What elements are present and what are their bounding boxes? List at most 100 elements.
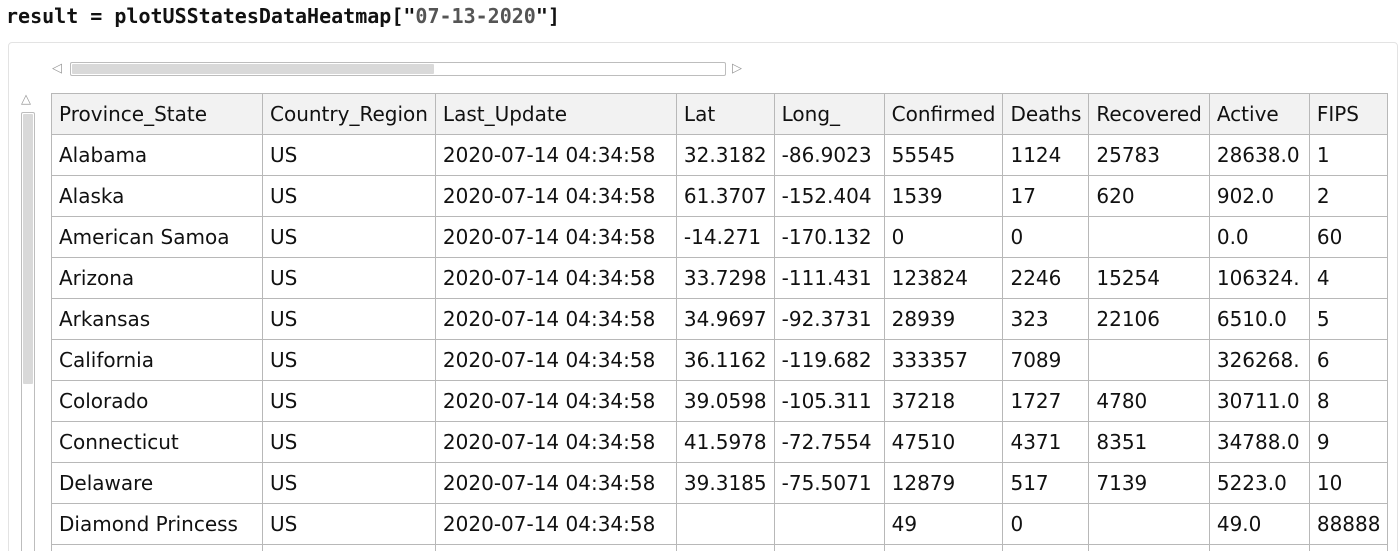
table-cell: 2020-07-14 04:34:58 [434, 175, 677, 217]
table-cell: 36.1162 [675, 339, 775, 381]
table-cell: 2020-07-14 04:34:58 [434, 421, 677, 463]
table-cell: 2020-07-14 04:34:58 [434, 216, 677, 258]
table-cell: American Samoa [51, 216, 263, 258]
table-cell: 39.3185 [675, 462, 775, 504]
table-row: Alaska US 2020-07-14 04:34:58 61.3707 -152.4… [51, 175, 1389, 217]
horizontal-scroll-thumb[interactable] [72, 64, 434, 74]
table-cell [1308, 544, 1389, 551]
table-cell: 49 [883, 503, 1004, 545]
table-cell [883, 544, 1004, 551]
table-cell: US [262, 380, 436, 422]
table-cell: 6 [1308, 339, 1389, 381]
table-cell: 5 [1308, 298, 1389, 340]
table-cell: US [262, 298, 436, 340]
table-row: Arkansas US 2020-07-14 04:34:58 34.9697 -92.… [51, 298, 1389, 340]
table-cell [1088, 544, 1210, 551]
table-cell: US [262, 339, 436, 381]
table-cell: US [262, 257, 436, 299]
table-cell [1208, 544, 1310, 551]
table-cell: 0 [883, 216, 1004, 258]
table-cell: Arizona [51, 257, 263, 299]
table-cell: 0.0 [1208, 216, 1310, 258]
table-cell: 5223.0 [1208, 462, 1310, 504]
table-cell [675, 503, 775, 545]
table-cell: 333357 [883, 339, 1004, 381]
vertical-scrollbar[interactable]: △ [20, 92, 38, 551]
table-row [51, 544, 1389, 551]
table-cell: 7139 [1088, 462, 1210, 504]
table-cell: Connecticut [51, 421, 263, 463]
table-cell: -152.404 [773, 175, 885, 217]
table-cell: US [262, 421, 436, 463]
table-row: California US 2020-07-14 04:34:58 36.1162 -1… [51, 339, 1389, 381]
column-header: Active [1208, 93, 1310, 135]
table-cell: -72.7554 [773, 421, 885, 463]
table-cell [675, 544, 775, 551]
table-cell: 2020-07-14 04:34:58 [434, 257, 677, 299]
table-cell: 7089 [1002, 339, 1090, 381]
table-cell [1088, 339, 1210, 381]
table-cell: 123824 [883, 257, 1004, 299]
table-cell [773, 503, 885, 545]
vertical-scroll-track[interactable] [21, 112, 35, 551]
table-cell [51, 544, 263, 551]
table-cell: Arkansas [51, 298, 263, 340]
table-cell: 1539 [883, 175, 1004, 217]
table-cell: 34788.0 [1208, 421, 1310, 463]
scroll-left-arrow-icon[interactable]: ◁ [52, 61, 62, 76]
table-cell: California [51, 339, 263, 381]
table-cell: 8 [1308, 380, 1389, 422]
table-row: Arizona US 2020-07-14 04:34:58 33.7298 -111.… [51, 257, 1389, 299]
table-cell: 9 [1308, 421, 1389, 463]
table-cell: -92.3731 [773, 298, 885, 340]
table-cell: 60 [1308, 216, 1389, 258]
table-cell: 0 [1002, 216, 1090, 258]
table-row: American Samoa US 2020-07-14 04:34:58 -14.2… [51, 216, 1389, 258]
code-prefix: result = plotUSStatesDataHeatmap[" [6, 4, 416, 28]
table-cell: 28638.0 [1208, 134, 1310, 176]
table-cell: 25783 [1088, 134, 1210, 176]
table-cell: -86.9023 [773, 134, 885, 176]
table-cell [1088, 216, 1210, 258]
table-cell: 88888 [1308, 503, 1389, 545]
scroll-up-arrow-icon[interactable]: △ [21, 92, 31, 107]
table-cell [1002, 544, 1090, 551]
table-row: Diamond Princess US 2020-07-14 04:34:58 49 0… [51, 503, 1389, 545]
data-table: Province_State Country_Region Last_Updat… [51, 93, 1389, 551]
table-cell: 106324. [1208, 257, 1310, 299]
table-cell: US [262, 462, 436, 504]
column-header: Confirmed [883, 93, 1004, 135]
table-cell: Colorado [51, 380, 263, 422]
vertical-scroll-thumb[interactable] [23, 114, 33, 384]
table-cell [773, 544, 885, 551]
table-cell: 6510.0 [1208, 298, 1310, 340]
table-cell: 39.0598 [675, 380, 775, 422]
table-cell: 1 [1308, 134, 1389, 176]
horizontal-scroll-track[interactable] [70, 62, 726, 76]
horizontal-scrollbar[interactable]: ◁ ▷ [52, 60, 752, 78]
table-cell: Alaska [51, 175, 263, 217]
table-cell [262, 544, 436, 551]
table-cell: -105.311 [773, 380, 885, 422]
table-cell: 28939 [883, 298, 1004, 340]
column-header: Country_Region [262, 93, 436, 135]
scroll-right-arrow-icon[interactable]: ▷ [732, 61, 742, 76]
table-cell: -170.132 [773, 216, 885, 258]
column-header: Deaths [1002, 93, 1090, 135]
table-header-row: Province_State Country_Region Last_Updat… [51, 93, 1389, 135]
table-cell: 2246 [1002, 257, 1090, 299]
column-header: Last_Update [434, 93, 677, 135]
table-cell: -119.682 [773, 339, 885, 381]
code-input-line[interactable]: result = plotUSStatesDataHeatmap["07-13-… [6, 2, 560, 30]
table-cell: 323 [1002, 298, 1090, 340]
table-row: Delaware US 2020-07-14 04:34:58 39.3185 -75.… [51, 462, 1389, 504]
table-cell: 4 [1308, 257, 1389, 299]
table-cell: 34.9697 [675, 298, 775, 340]
table-cell: 30711.0 [1208, 380, 1310, 422]
table-cell: 55545 [883, 134, 1004, 176]
table-cell: 2020-07-14 04:34:58 [434, 339, 677, 381]
table-cell: 32.3182 [675, 134, 775, 176]
table-cell: 33.7298 [675, 257, 775, 299]
table-cell: 1727 [1002, 380, 1090, 422]
code-date-argument: 07-13-2020 [415, 4, 536, 28]
